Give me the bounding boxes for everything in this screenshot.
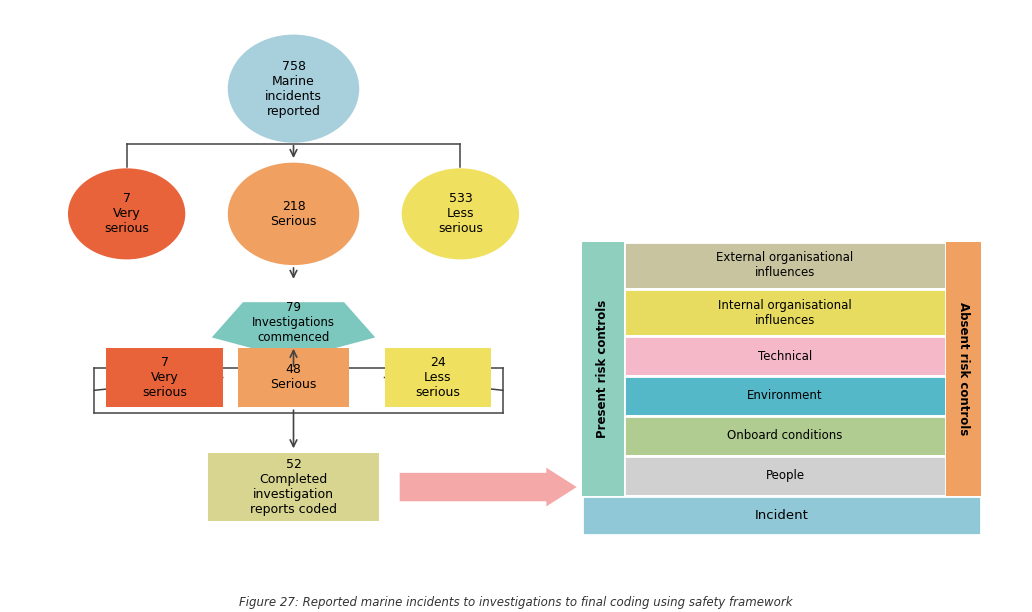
Text: 758
Marine
incidents
reported: 758 Marine incidents reported bbox=[265, 59, 322, 118]
FancyBboxPatch shape bbox=[624, 376, 945, 416]
FancyBboxPatch shape bbox=[385, 348, 490, 408]
Text: Figure 27: Reported marine incidents to investigations to final coding using saf: Figure 27: Reported marine incidents to … bbox=[239, 596, 793, 609]
Text: Absent risk controls: Absent risk controls bbox=[957, 302, 970, 435]
Text: 7
Very
serious: 7 Very serious bbox=[142, 356, 187, 399]
FancyBboxPatch shape bbox=[624, 242, 945, 289]
FancyBboxPatch shape bbox=[945, 242, 981, 496]
Text: 7
Very
serious: 7 Very serious bbox=[104, 192, 149, 236]
FancyBboxPatch shape bbox=[624, 456, 945, 496]
Text: Onboard conditions: Onboard conditions bbox=[728, 430, 843, 442]
FancyBboxPatch shape bbox=[207, 453, 380, 521]
Text: Incident: Incident bbox=[754, 509, 808, 522]
Polygon shape bbox=[212, 302, 376, 359]
Text: External organisational
influences: External organisational influences bbox=[716, 252, 853, 279]
Ellipse shape bbox=[68, 168, 186, 259]
FancyBboxPatch shape bbox=[106, 348, 223, 408]
Ellipse shape bbox=[228, 163, 359, 265]
Text: Internal organisational
influences: Internal organisational influences bbox=[718, 299, 851, 327]
Text: 48
Serious: 48 Serious bbox=[270, 364, 317, 392]
Text: People: People bbox=[766, 469, 805, 482]
Text: 218
Serious: 218 Serious bbox=[270, 200, 317, 228]
Text: 52
Completed
investigation
reports coded: 52 Completed investigation reports coded bbox=[250, 458, 337, 516]
FancyBboxPatch shape bbox=[582, 496, 981, 536]
Text: Technical: Technical bbox=[757, 349, 812, 363]
FancyArrow shape bbox=[399, 468, 577, 506]
Ellipse shape bbox=[401, 168, 519, 259]
FancyBboxPatch shape bbox=[624, 416, 945, 456]
FancyBboxPatch shape bbox=[624, 336, 945, 376]
Text: 79
Investigations
commenced: 79 Investigations commenced bbox=[252, 300, 335, 343]
FancyBboxPatch shape bbox=[237, 348, 349, 408]
Ellipse shape bbox=[228, 34, 359, 143]
Text: 533
Less
serious: 533 Less serious bbox=[438, 192, 483, 236]
Text: 24
Less
serious: 24 Less serious bbox=[415, 356, 460, 399]
Text: Environment: Environment bbox=[747, 389, 823, 403]
FancyBboxPatch shape bbox=[624, 289, 945, 336]
Text: Present risk controls: Present risk controls bbox=[596, 299, 610, 438]
FancyBboxPatch shape bbox=[582, 242, 624, 496]
